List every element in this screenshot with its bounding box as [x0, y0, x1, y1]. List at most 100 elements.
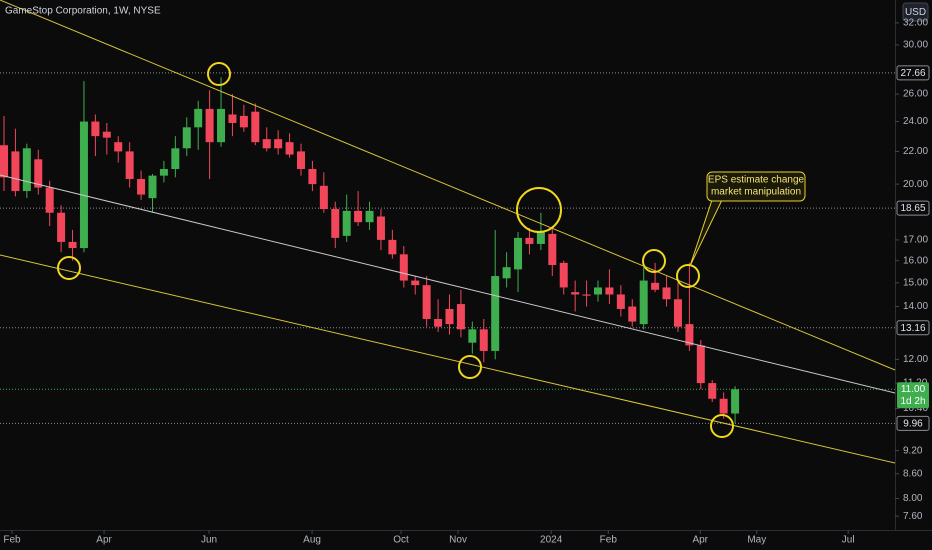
- x-tick-label: Apr: [96, 535, 112, 546]
- candle-body: [708, 383, 717, 399]
- candle-body: [502, 267, 511, 279]
- candle-body: [365, 210, 374, 223]
- candle-body: [228, 114, 237, 123]
- candle-body: [34, 159, 43, 188]
- candle-body: [182, 127, 191, 149]
- y-tick-label: 7.60: [903, 511, 923, 522]
- y-tick-label: 30.00: [903, 40, 928, 51]
- x-tick-label: Feb: [3, 535, 21, 546]
- candle-body: [297, 151, 305, 170]
- candle-body: [194, 108, 203, 128]
- drawings: EPS estimate change market manipulation: [0, 0, 896, 464]
- candle-body: [399, 254, 408, 281]
- candle-body: [731, 389, 740, 414]
- candle-body: [148, 175, 157, 199]
- candle-body: [559, 262, 568, 288]
- countdown-label: 1d 2h: [900, 396, 925, 407]
- candle-body: [456, 304, 465, 330]
- y-tick-label: 26.00: [903, 89, 928, 100]
- candle-body: [11, 151, 20, 192]
- candle-body: [171, 148, 180, 170]
- candle-body: [468, 329, 477, 343]
- candle-body: [434, 319, 443, 327]
- y-tick-label: 32.00: [903, 17, 928, 28]
- x-tick-label: 2024: [540, 535, 563, 546]
- candle-body: [205, 108, 214, 143]
- candle-body: [274, 139, 283, 149]
- candle-body: [422, 285, 431, 320]
- candle-body: [662, 287, 671, 300]
- candle-body: [0, 145, 8, 178]
- x-tick-label: Oct: [393, 535, 409, 546]
- candle-body: [605, 287, 614, 295]
- candle-body: [388, 239, 397, 255]
- y-tick-label: 24.00: [903, 116, 928, 127]
- y-tick-label: 8.60: [903, 468, 923, 479]
- x-tick-label: Feb: [600, 535, 618, 546]
- marker-circle: [710, 414, 734, 438]
- price-label: 9.96: [903, 419, 923, 430]
- candle-body: [114, 142, 123, 152]
- marker-circle: [207, 62, 231, 86]
- candle-body: [491, 276, 500, 351]
- candle-body: [285, 142, 294, 155]
- candle-body: [571, 292, 580, 295]
- candle-body: [22, 148, 31, 192]
- callout-text: market manipulation: [711, 187, 801, 198]
- candle-body: [639, 280, 648, 325]
- price-label: 18.65: [900, 203, 925, 214]
- candle-body: [445, 308, 454, 325]
- y-tick-label: 17.00: [903, 235, 928, 246]
- x-tick-label: Jul: [842, 535, 855, 546]
- candle-body: [354, 210, 363, 223]
- trend-line: [0, 174, 896, 394]
- marker-circle: [516, 187, 562, 233]
- x-tick-label: Nov: [449, 535, 467, 546]
- candle-body: [514, 237, 523, 270]
- currency-button[interactable]: [902, 2, 929, 22]
- candle-body: [125, 151, 134, 180]
- candle-body: [331, 209, 340, 238]
- price-label: 27.66: [900, 68, 925, 79]
- trend-line: [0, 254, 896, 464]
- candle-body: [57, 212, 66, 242]
- candle-body: [673, 299, 682, 327]
- plot: [0, 72, 895, 424]
- candle-body: [102, 131, 111, 138]
- candle-body: [696, 345, 705, 384]
- x-tick-label: May: [747, 535, 766, 546]
- candle-body: [548, 233, 557, 266]
- candle-body: [342, 210, 351, 236]
- candle-body: [536, 231, 545, 244]
- candle-body: [651, 282, 660, 290]
- candle-body: [159, 169, 168, 176]
- candle-body: [319, 185, 328, 210]
- chart-title: GameStop Corporation, 1W, NYSE: [5, 6, 161, 17]
- x-tick-label: Aug: [303, 535, 321, 546]
- candle-body: [525, 237, 534, 244]
- candle-body: [479, 329, 488, 351]
- y-tick-label: 12.00: [903, 354, 928, 365]
- x-tick-label: Jun: [201, 535, 217, 546]
- y-tick-label: 16.00: [903, 255, 928, 266]
- y-tick-label: 14.00: [903, 301, 928, 312]
- candle-body: [239, 115, 248, 128]
- marker-circle: [676, 264, 700, 288]
- candle-body: [262, 139, 271, 149]
- candle-body: [308, 169, 317, 185]
- candle-body: [91, 121, 100, 137]
- price-label-box: [896, 320, 930, 336]
- last-price-label: 11.00: [901, 384, 926, 395]
- trend-line: [0, 0, 896, 371]
- callout: [706, 171, 806, 202]
- y-tick-label: 9.20: [903, 445, 923, 456]
- price-label: 13.16: [900, 323, 925, 334]
- x-tick-label: Apr: [692, 535, 708, 546]
- currency-label[interactable]: USD: [905, 7, 926, 18]
- candle-body: [685, 324, 694, 346]
- axis-labels: 32.00 30.00 26.00 24.00 22.00 20.00 17.00 16.00…: [3, 17, 930, 546]
- candle-body: [376, 216, 385, 240]
- candle-body: [68, 241, 77, 249]
